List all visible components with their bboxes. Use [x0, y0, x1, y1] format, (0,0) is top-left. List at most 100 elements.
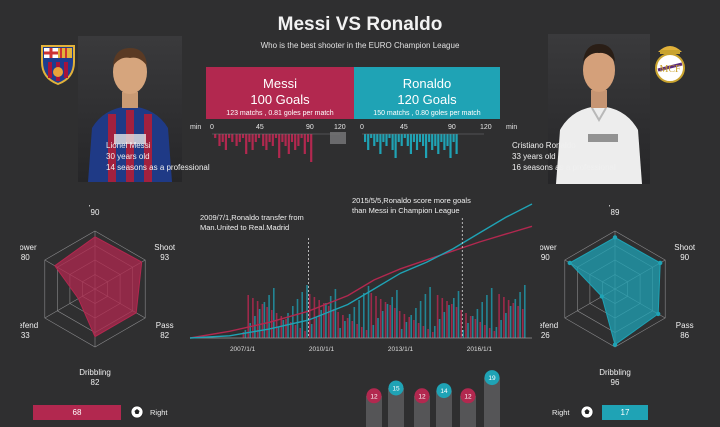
messi-goal-bar: [498, 294, 500, 338]
messi-minute-bar: [290, 134, 294, 142]
messi-goal-bar: [346, 318, 349, 338]
ronaldo-photo: [548, 34, 650, 184]
ronaldo-goal-bar: [325, 303, 327, 338]
ronaldo-goal-bar: [334, 289, 337, 338]
ronaldo-goal-bar: [476, 309, 479, 338]
messi-goal-bar: [422, 326, 425, 338]
radar-point: [658, 260, 663, 266]
ronaldo-minute-bar: [415, 134, 419, 150]
messi-goal-bar: [451, 304, 453, 338]
ronaldo-minute-bar: [376, 134, 379, 142]
messi-goal-bar: [427, 329, 429, 338]
messi-goal-bar: [413, 320, 415, 338]
transfer-annotation-line1: 2009/7/1,Ronaldo transfer from: [200, 213, 304, 222]
messi-goal-bar: [256, 301, 259, 338]
ronaldo-info: Cristiano Ronaldo 33 years old 16 season…: [512, 140, 616, 173]
ronaldo-minute-bar: [397, 134, 400, 142]
messi-seasons: 14 seasons as a professional: [106, 163, 210, 172]
ronaldo-seasons: 16 seasons as a professional: [512, 163, 616, 172]
ronaldo-goal-bar: [277, 327, 280, 338]
transfer-annotation-line2: Man.United to Real.Madrid: [200, 223, 290, 232]
radar-value-label: 90: [680, 253, 689, 262]
messi-minute-bar: [281, 134, 284, 142]
ronaldo-minute-bar: [364, 134, 367, 142]
head-to-head-dot: [436, 383, 452, 399]
svg-text:MCF: MCF: [659, 64, 681, 75]
head-to-head-dot: [460, 388, 476, 404]
radar-value-label: 90: [91, 208, 100, 217]
ronaldo-tick-45: 45: [400, 124, 408, 131]
messi-goal-bar: [436, 295, 439, 338]
messi-goals: 100 Goals: [250, 92, 310, 107]
messi-tick-0: 0: [210, 124, 214, 131]
head-to-head-bar: [460, 395, 476, 427]
messi-goal-bar: [469, 316, 472, 338]
ronaldo-matches: 150 matchs , 0.80 goles per match: [373, 110, 481, 117]
ronaldo-tick-120: 120: [480, 124, 492, 131]
messi-minute-bar: [265, 134, 268, 150]
ronaldo-goal-bar: [471, 316, 474, 338]
messi-goal-bar: [512, 303, 515, 338]
ronaldo-goal-bar: [457, 291, 460, 338]
radar-value-label: 26: [541, 331, 550, 340]
ronaldo-goal-bar: [296, 299, 299, 338]
ronaldo-age: 33 years old: [512, 152, 556, 161]
messi-minute-bar: [228, 134, 231, 138]
ronaldo-goal-bar: [372, 325, 375, 338]
page-subtitle: Who is the best shooter in the EURO Cham…: [260, 41, 460, 50]
ronaldo-goal-bar: [254, 316, 256, 338]
more-goals-annotation-line1: 2015/5/5,Ronaldo score more goals: [352, 196, 471, 205]
head-to-head-dot: [388, 380, 404, 396]
radar-area: [54, 236, 143, 338]
radar-axis-label: Power: [540, 243, 557, 252]
messi-goal-bar: [271, 310, 273, 338]
messi-minute-bar: [268, 134, 271, 142]
radar-point: [612, 235, 618, 240]
ronaldo-minute-bar: [425, 134, 428, 158]
ronaldo-minute-bar: [449, 134, 452, 158]
ronaldo-minute-bar: [434, 134, 437, 146]
ronaldo-minute-bar: [446, 134, 449, 146]
messi-minute-bar: [262, 134, 265, 146]
head-to-head-value: 15: [392, 386, 400, 393]
ronaldo-minute-bar: [403, 134, 406, 138]
ronaldo-minute-bar: [440, 134, 443, 142]
messi-goal-bar: [522, 309, 524, 338]
head-to-head-dot: [484, 370, 500, 386]
ronaldo-goal-bar: [301, 292, 303, 338]
messi-goal-bar: [432, 332, 434, 338]
messi-goal-bar: [370, 293, 373, 338]
ronaldo-goal-bar: [524, 285, 526, 338]
messi-minute-bar: [306, 134, 310, 142]
ronaldo-goal-bar: [396, 290, 398, 338]
radar-value-label: 89: [611, 208, 620, 217]
messi-minute-label: min: [190, 124, 202, 131]
messi-goal-bar: [474, 319, 477, 338]
messi-goal-bar: [375, 296, 377, 338]
radar-value-label: 96: [611, 378, 620, 385]
head-to-head-value: 19: [488, 375, 496, 382]
radar-axis-label: Shoot: [674, 243, 696, 252]
ronaldo-minute-bar: [455, 134, 458, 154]
timeline-tick-label: 2007/1/1: [230, 346, 256, 353]
ronaldo-minute-bar: [391, 134, 394, 150]
messi-photo: [78, 36, 182, 182]
timeline-tick-label: 2010/1/1: [309, 346, 335, 353]
radar-point: [567, 260, 572, 266]
messi-minute-bar: [303, 134, 306, 154]
radar-axis-label: Dribbling: [79, 368, 111, 377]
messi-minute-bar: [257, 134, 261, 138]
ronaldo-goal-bar: [424, 294, 427, 338]
messi-minute-bar: [248, 134, 251, 142]
ronaldo-goal-bar: [391, 297, 393, 338]
messi-minute-bar: [274, 134, 278, 138]
radar-value-label: 86: [680, 331, 689, 340]
ronaldo-full-name: Cristiano Ronaldo: [512, 141, 576, 150]
head-to-head-chart: 12 15 12 14 12 19: [366, 370, 500, 427]
messi-minute-bar: [238, 134, 241, 142]
radar-value-label: 82: [160, 331, 169, 340]
transfer-annotation: 2009/7/1,Ronaldo transfer from Man.Unite…: [200, 213, 304, 233]
messi-goal-bar: [384, 302, 387, 338]
head-to-head-bar: [484, 377, 500, 427]
messi-goal-bar: [323, 303, 325, 338]
